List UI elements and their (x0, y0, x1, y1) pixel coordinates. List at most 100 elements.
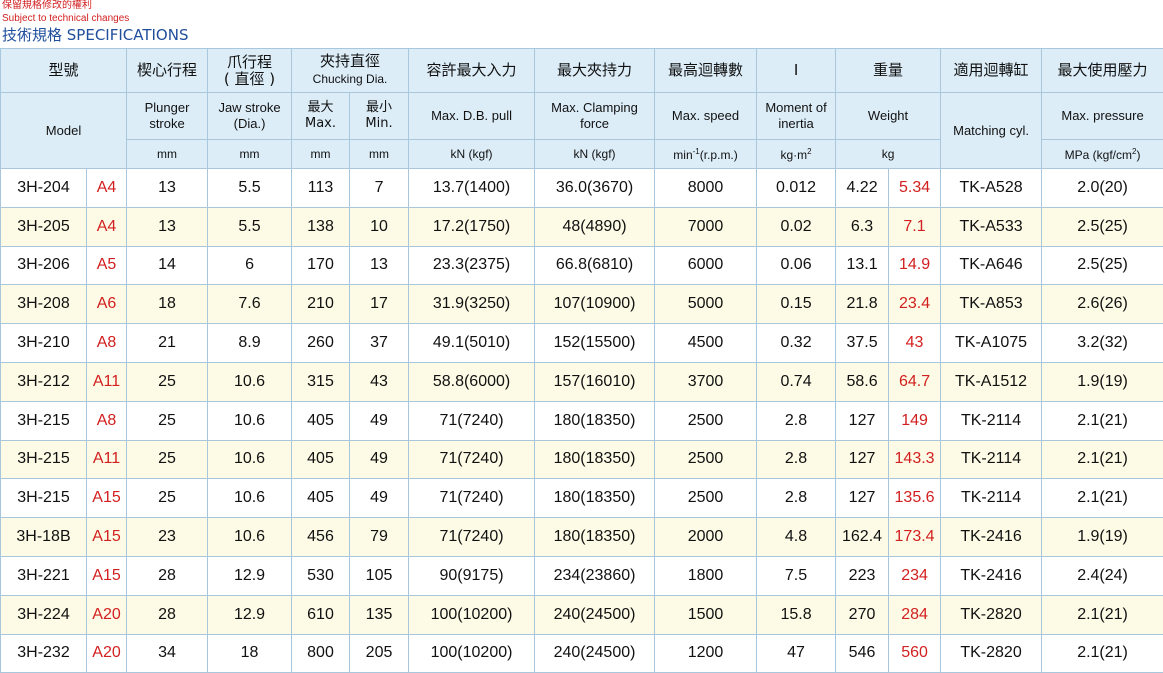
header-max-en: Max. (305, 116, 337, 131)
unit-pressure-pre: MPa (kgf/cm (1064, 147, 1132, 162)
cell-min: 49 (349, 439, 410, 480)
cell-pull: 71(7240) (408, 400, 536, 441)
cell-inertia: 4.8 (756, 517, 837, 557)
cell-model: 3H-18B (0, 517, 87, 557)
notice-zh: 保留規格修改的權利 (2, 0, 92, 11)
cell-min: 105 (349, 555, 410, 596)
cell-weight-b: 43 (888, 323, 942, 363)
cell-variant: A6 (85, 284, 128, 325)
header-plunger-en: Plunger stroke (126, 92, 209, 140)
cell-model: 3H-215 (0, 400, 87, 441)
cell-inertia: 2.8 (756, 400, 837, 441)
unit-jaw: mm (207, 139, 293, 169)
cell-weight-b: 173.4 (888, 517, 942, 557)
cell-cyl: TK-2416 (940, 555, 1043, 596)
cell-speed: 2500 (654, 478, 758, 519)
cell-max: 610 (291, 594, 351, 635)
header-pressure-zh: 最大使用壓力 (1041, 48, 1163, 93)
cell-plunger: 34 (126, 633, 209, 673)
cell-plunger: 28 (126, 555, 209, 596)
header-max: 最大 Max. (291, 92, 351, 140)
unit-min: mm (349, 139, 410, 169)
cell-plunger: 25 (126, 361, 209, 402)
header-min: 最小 Min. (349, 92, 410, 140)
cell-pull: 90(9175) (408, 555, 536, 596)
unit-inertia-pre: kg·m (780, 147, 808, 162)
cell-min: 135 (349, 594, 410, 635)
header-model-zh: 型號 (0, 48, 128, 93)
unit-pull: kN (kgf) (408, 139, 536, 169)
cell-variant: A15 (85, 555, 128, 596)
cell-speed: 5000 (654, 284, 758, 325)
cell-pressure: 2.1(21) (1041, 633, 1163, 673)
header-row-zh: 型號 楔心行程 爪行程 ( 直徑 ) 夾持直徑 Chucking Dia. 容許… (0, 48, 1163, 93)
cell-clamp: 180(18350) (534, 478, 656, 519)
cell-pressure: 2.1(21) (1041, 439, 1163, 480)
cell-pressure: 3.2(32) (1041, 323, 1163, 363)
cell-weight-a: 127 (835, 400, 890, 441)
cell-model: 3H-221 (0, 555, 87, 596)
unit-clamp: kN (kgf) (534, 139, 656, 169)
unit-weight: kg (835, 139, 942, 169)
header-chuck-en: Chucking Dia. (312, 72, 388, 86)
cell-cyl: TK-2820 (940, 633, 1043, 673)
cell-clamp: 240(24500) (534, 594, 656, 635)
table-row: 3H-18B A15 23 10.6 456 79 71(7240) 180(18350) 20… (0, 517, 1163, 557)
cell-min: 13 (349, 245, 410, 286)
notice-en: Subject to technical changes (2, 13, 130, 24)
cell-pull: 71(7240) (408, 517, 536, 557)
cell-max: 138 (291, 206, 351, 247)
cell-jaw: 10.6 (207, 400, 293, 441)
cell-speed: 7000 (654, 206, 758, 247)
cell-pull: 49.1(5010) (408, 323, 536, 363)
cell-cyl: TK-2820 (940, 594, 1043, 635)
cell-plunger: 25 (126, 400, 209, 441)
cell-variant: A4 (85, 168, 128, 208)
cell-cyl: TK-2114 (940, 400, 1043, 441)
cell-cyl: TK-2114 (940, 439, 1043, 480)
cell-pull: 100(10200) (408, 633, 536, 673)
unit-plunger: mm (126, 139, 209, 169)
header-model-en: Model (0, 92, 128, 169)
header-speed-en: Max. speed (654, 92, 758, 140)
cell-pressure: 1.9(19) (1041, 517, 1163, 557)
cell-pressure: 2.5(25) (1041, 206, 1163, 247)
cell-max: 405 (291, 400, 351, 441)
cell-model: 3H-210 (0, 323, 87, 363)
cell-plunger: 13 (126, 168, 209, 208)
header-inertia-en-line2: inertia (778, 116, 814, 131)
spec-table: 型號 楔心行程 爪行程 ( 直徑 ) 夾持直徑 Chucking Dia. 容許… (0, 48, 1163, 673)
cell-variant: A5 (85, 245, 128, 286)
cell-max: 405 (291, 478, 351, 519)
cell-max: 210 (291, 284, 351, 325)
cell-plunger: 18 (126, 284, 209, 325)
cell-model: 3H-212 (0, 361, 87, 402)
header-chuck-dia: 夾持直徑 Chucking Dia. (291, 48, 410, 93)
cell-cyl: TK-A853 (940, 284, 1043, 325)
header-weight-zh: 重量 (835, 48, 942, 93)
header-plunger-zh: 楔心行程 (126, 48, 209, 93)
table-row: 3H-221 A15 28 12.9 530 105 90(9175) 234(23860) 1… (0, 555, 1163, 596)
cell-speed: 6000 (654, 245, 758, 286)
cell-pressure: 2.1(21) (1041, 400, 1163, 441)
header-min-zh: 最小 (366, 100, 393, 115)
cell-plunger: 25 (126, 439, 209, 480)
cell-jaw: 12.9 (207, 594, 293, 635)
cell-cyl: TK-2416 (940, 517, 1043, 557)
cell-weight-b: 284 (888, 594, 942, 635)
cell-min: 7 (349, 168, 410, 208)
table-row: 3H-215 A11 25 10.6 405 49 71(7240) 180(18350) 25… (0, 439, 1163, 480)
header-jaw-en-line2: (Dia.) (233, 116, 266, 131)
cell-min: 49 (349, 478, 410, 519)
cell-clamp: 180(18350) (534, 517, 656, 557)
cell-inertia: 0.02 (756, 206, 837, 247)
cell-weight-a: 6.3 (835, 206, 890, 247)
cell-min: 10 (349, 206, 410, 247)
cell-weight-a: 162.4 (835, 517, 890, 557)
cell-pressure: 1.9(19) (1041, 361, 1163, 402)
header-inertia-en: Moment of inertia (756, 92, 837, 140)
cell-pressure: 2.6(26) (1041, 284, 1163, 325)
unit-speed-sup: -1 (692, 146, 700, 156)
cell-pressure: 2.5(25) (1041, 245, 1163, 286)
cell-min: 205 (349, 633, 410, 673)
